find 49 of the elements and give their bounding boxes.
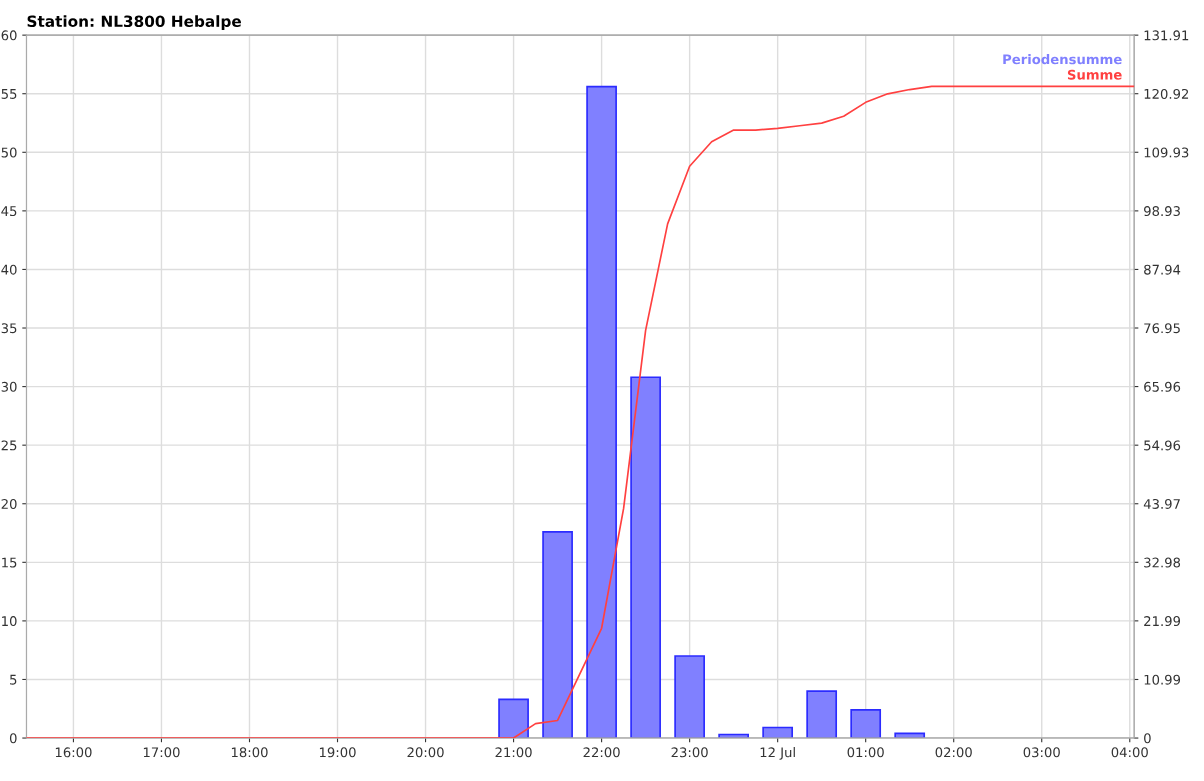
y2-tick-label: 98.93 <box>1144 206 1180 217</box>
y-tick-label: 25 <box>1 440 17 451</box>
x-tick-label: 18:00 <box>231 747 268 758</box>
y2-tick-label: 131.91 <box>1144 30 1189 41</box>
bar <box>542 531 573 739</box>
y-tick-label: 5 <box>10 674 17 685</box>
x-tick-label: 23:00 <box>671 747 708 758</box>
bar <box>806 690 838 739</box>
y2-tick-label: 32.98 <box>1144 557 1181 568</box>
y-tick-label: 55 <box>1 89 17 99</box>
y-tick-label: 60 <box>1 30 17 41</box>
y2-tick-label: 120.92 <box>1144 88 1189 99</box>
text: Periodensumme <box>1003 54 1122 65</box>
y2-tick-label: 0 <box>1144 733 1151 744</box>
y-tick-label: 10 <box>2 616 17 627</box>
y-tick-label: 15 <box>2 557 17 568</box>
y2-tick-label: 65.96 <box>1144 381 1181 392</box>
y2-tick-label: 54.96 <box>1144 440 1181 451</box>
y2-tick-label: 109.93 <box>1144 147 1189 158</box>
y-tick-label: 45 <box>1 206 17 217</box>
x-tick-label: 17:00 <box>143 747 180 758</box>
x-tick-label: 22:00 <box>583 747 620 758</box>
chart-title: Station: NL3800 Hebalpe <box>27 15 241 30</box>
y-tick-label: 35 <box>1 323 17 334</box>
x-tick-label: 01:00 <box>847 747 884 758</box>
y2-tick-label: 21.99 <box>1144 616 1181 627</box>
x-tick-label: 20:00 <box>407 747 444 758</box>
x-tick-label: 02:00 <box>935 747 972 758</box>
y-tick-label: 30 <box>1 381 17 392</box>
x-tick-label: 12 Jul <box>760 747 795 760</box>
y2-tick-label: 87.94 <box>1144 264 1181 275</box>
y-tick-label: 50 <box>1 147 17 158</box>
y-tick-label: 0 <box>9 733 17 744</box>
x-tick-label: 19:00 <box>319 747 356 758</box>
bar <box>630 376 661 739</box>
bar <box>586 85 617 739</box>
bar <box>674 655 705 739</box>
y2-tick-label: 43.97 <box>1143 498 1180 509</box>
x-tick-label: 03:00 <box>1023 747 1060 758</box>
y-tick-label: 20 <box>1 498 17 509</box>
y-tick-label: 40 <box>1 264 17 275</box>
y2-tick-label: 10.99 <box>1144 674 1181 685</box>
x-tick-label: 21:00 <box>495 747 532 758</box>
x-tick-label: 04:00 <box>1111 747 1148 758</box>
bar <box>850 709 882 739</box>
bar <box>498 698 529 739</box>
y2-tick-label: 76.95 <box>1144 323 1180 334</box>
series-label: Summe <box>1067 69 1122 80</box>
x-tick-label: 16:00 <box>55 747 92 758</box>
